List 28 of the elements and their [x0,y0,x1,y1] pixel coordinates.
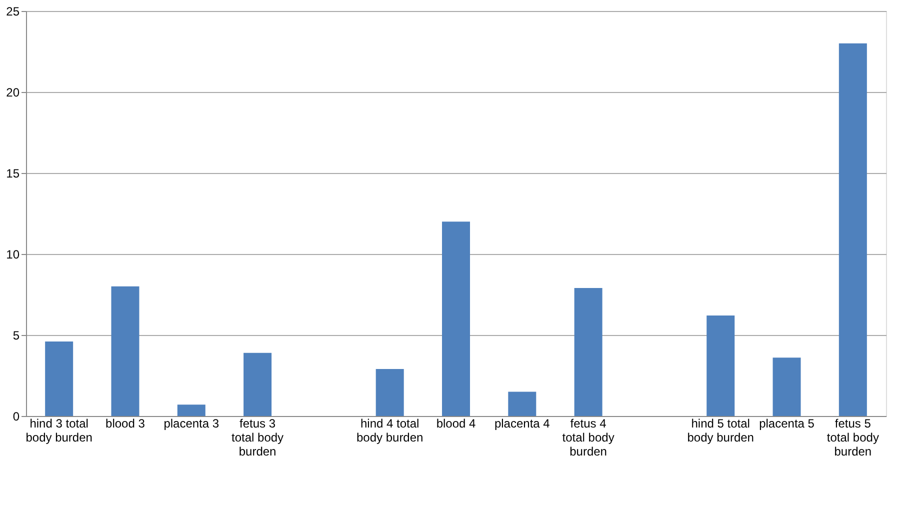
bar [706,316,735,416]
y-tick-label: 25 [6,4,20,18]
x-tick-label: fetus 4 total body burden [562,416,614,458]
x-tick-label: hind 3 total body burden [26,416,92,444]
bar [442,222,470,416]
y-tick-label: 20 [6,86,20,100]
x-tick-label: fetus 3 total body burden [232,416,284,458]
x-tick-label: placenta 4 [494,416,550,430]
y-tick-label: 10 [6,248,20,262]
bar [45,341,74,416]
x-tick-label: blood 4 [436,416,476,430]
x-tick-label: hind 5 total body burden [687,416,754,444]
x-tick-label: blood 3 [106,416,146,430]
bar [376,369,404,416]
bar [772,358,801,416]
bar [177,404,206,416]
x-tick-label: placenta 5 [759,416,815,430]
y-tick-label: 15 [6,166,20,180]
x-tick-label: placenta 3 [164,416,220,430]
bar [111,286,140,416]
y-tick-label: 0 [12,410,20,424]
bar [244,352,272,416]
bar [574,288,602,416]
y-tick-label: 5 [12,328,20,342]
bar [838,43,867,416]
bar [508,392,536,416]
x-tick-label: hind 4 total body burden [356,416,424,444]
x-tick-label: fetus 5 total body burden [826,416,879,458]
